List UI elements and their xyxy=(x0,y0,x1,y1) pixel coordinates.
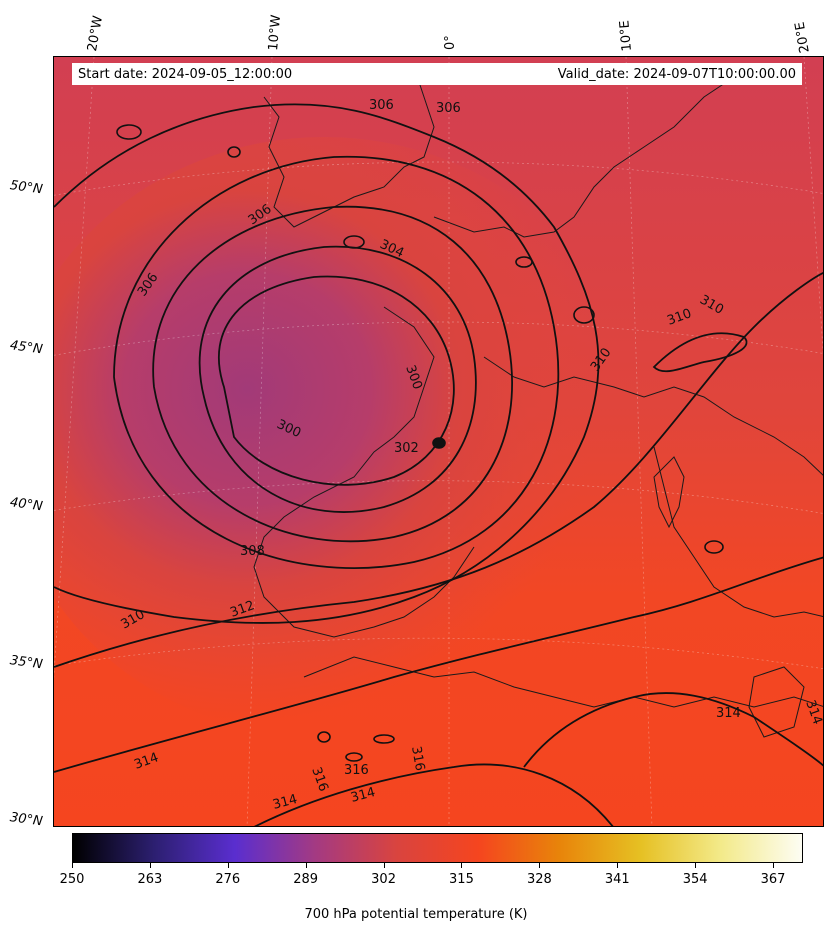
colorbar-tick-mark xyxy=(72,863,73,868)
lat-label-50n: 50°N xyxy=(8,178,44,198)
small-contour-cells xyxy=(116,124,724,762)
map-canvas: 306 306 306 306 304 310 310 310 300 300 … xyxy=(54,57,823,826)
contour-label: 314 xyxy=(716,706,741,721)
lat-label-40n: 40°N xyxy=(8,495,44,515)
colorbar-tick-mark xyxy=(617,863,619,868)
colorbar xyxy=(72,833,803,863)
colorbar-tick-label: 302 xyxy=(371,872,396,887)
colorbar-tick-label: 367 xyxy=(760,872,786,887)
colorbar-tick-mark xyxy=(539,863,541,868)
colorbar-tick-mark xyxy=(383,863,385,868)
colorbar-tick-label: 250 xyxy=(59,872,85,887)
lat-label-30n: 30°N xyxy=(8,810,44,830)
colorbar-tick-mark xyxy=(773,863,775,868)
date-info-box: Start date: 2024-09-05_12:00:00 Valid_da… xyxy=(72,63,802,85)
contour-label: 314 xyxy=(349,785,377,806)
contour-label: 316 xyxy=(408,745,427,772)
map-panel[interactable]: 306 306 306 306 304 310 310 310 300 300 … xyxy=(53,56,824,827)
potential-temperature-contours xyxy=(54,103,823,826)
colorbar-tick-label: 276 xyxy=(215,872,241,887)
colorbar-tick-label: 328 xyxy=(526,872,552,887)
contour-label: 306 xyxy=(436,101,461,116)
cold-core-anomaly xyxy=(54,137,644,737)
lat-label-35n: 35°N xyxy=(8,653,44,673)
lon-label-10e: 10°E xyxy=(617,19,635,53)
colorbar-tick-label: 263 xyxy=(137,872,163,887)
colorbar-tick-mark xyxy=(305,863,307,868)
colorbar-label: 700 hPa potential temperature (K) xyxy=(304,907,528,922)
contour-label: 306 xyxy=(369,98,394,113)
colorbar-tick-label: 341 xyxy=(604,872,630,887)
contour-label: 302 xyxy=(394,441,419,456)
colorbar-tick-mark xyxy=(461,863,463,868)
colorbar-tick-mark xyxy=(149,863,151,868)
colorbar-tick-mark xyxy=(695,863,697,868)
start-date-text: Start date: 2024-09-05_12:00:00 xyxy=(78,66,293,82)
colorbar-tick-mark xyxy=(227,863,229,868)
lon-label-20w: 20°W xyxy=(85,14,107,53)
contour-label: 308 xyxy=(240,544,265,559)
lat-label-45n: 45°N xyxy=(8,338,44,358)
contour-label: 314 xyxy=(271,792,299,813)
colorbar-tick-label: 354 xyxy=(682,872,708,887)
graticule xyxy=(54,57,823,826)
colorbar-tick-label: 315 xyxy=(449,872,474,887)
lon-label-20e: 20°E xyxy=(792,20,813,55)
valid-date-text: Valid_date: 2024-09-07T10:00:00.00 xyxy=(557,66,796,82)
contour-label: 316 xyxy=(344,763,369,778)
lon-label-10w: 10°W xyxy=(266,14,285,52)
lon-label-0: 0° xyxy=(443,35,458,50)
colorbar-tick-label: 289 xyxy=(293,872,319,887)
